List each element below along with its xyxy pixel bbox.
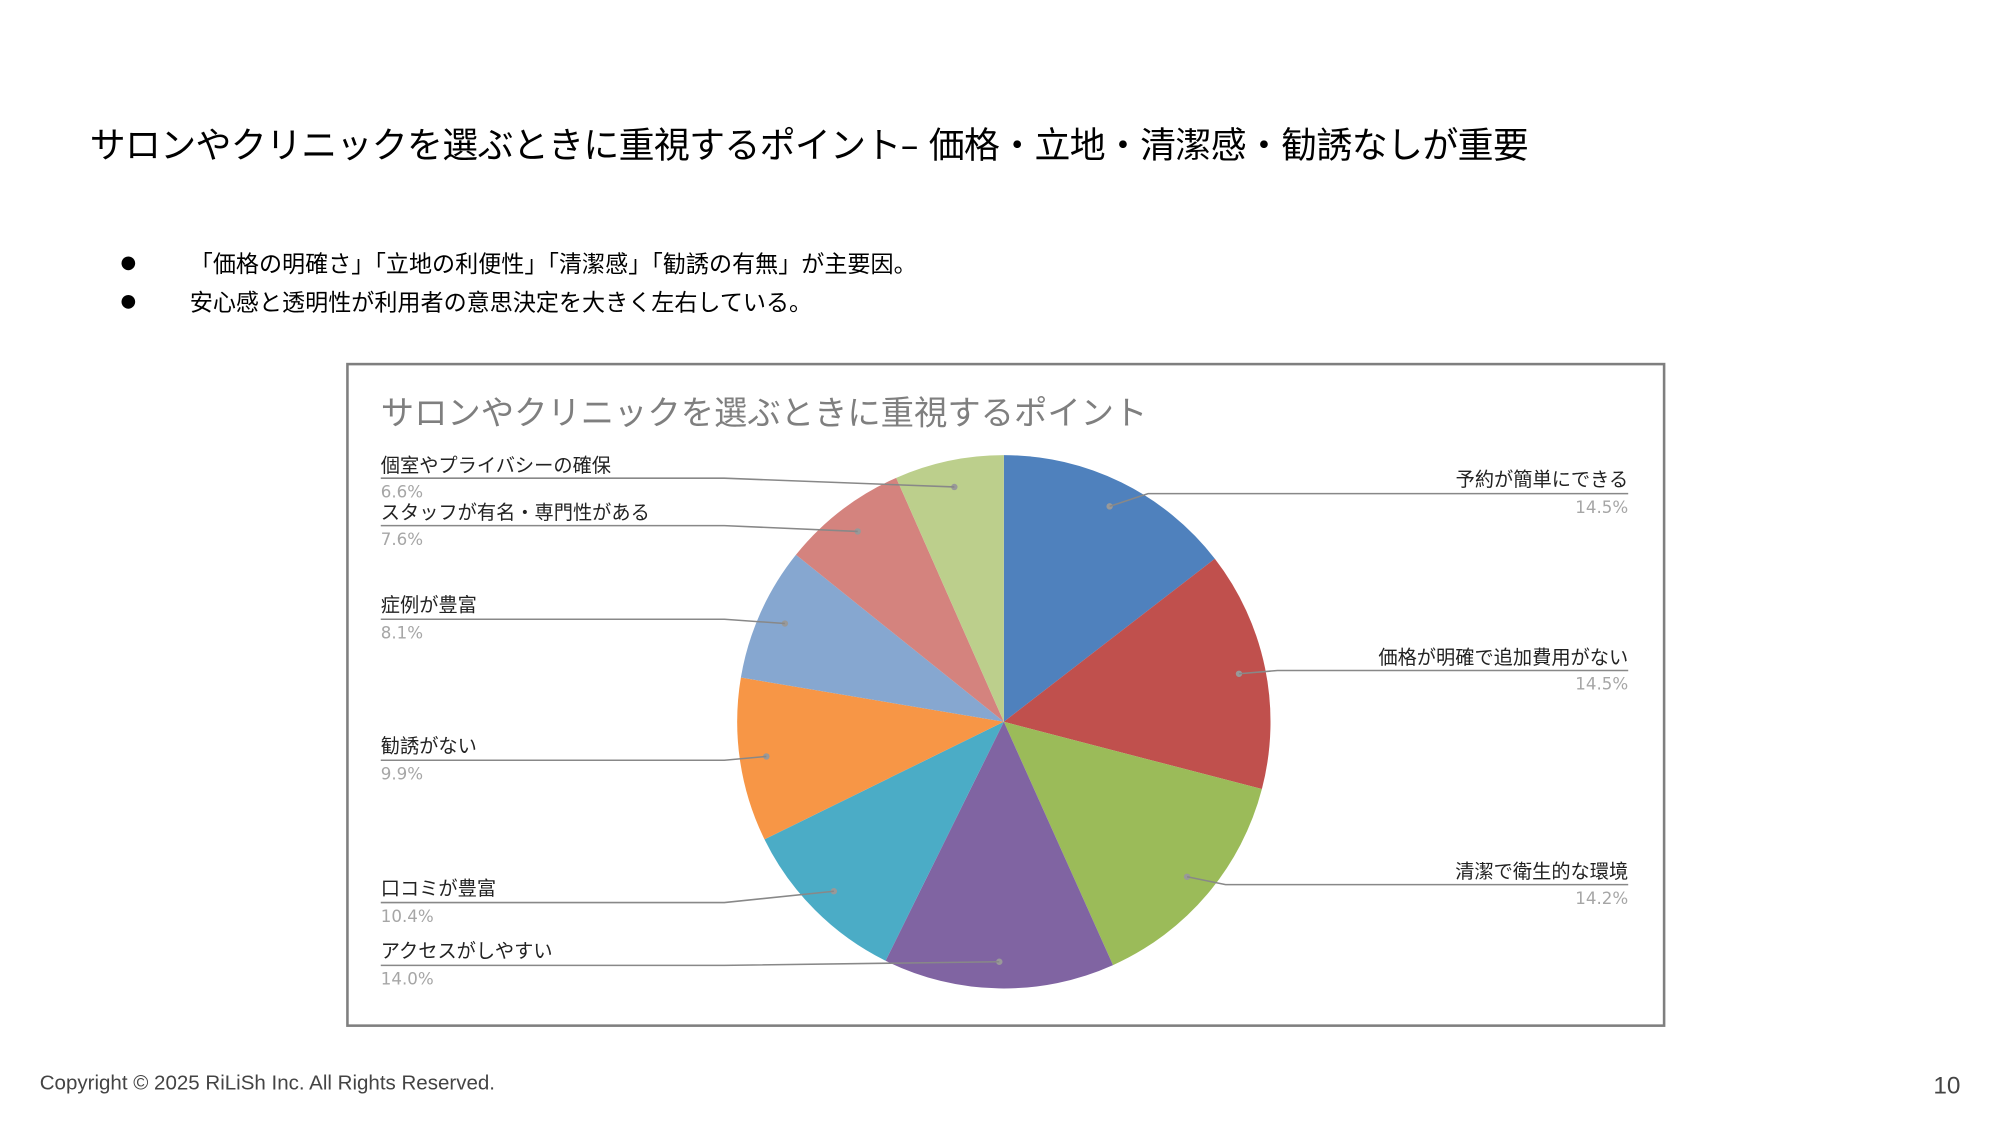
pie-slice [740,554,1004,722]
leader-line [380,960,1000,967]
leader-line [380,755,767,762]
pie-slice [1003,455,1215,722]
data-label: 口コミが豊富 [381,877,496,900]
data-value-label: 9.9% [381,764,423,783]
data-label: 症例が豊富 [381,594,477,617]
bullet-dot: ● [120,291,137,312]
data-value-label: 14.5% [1575,498,1628,517]
leader-line [1186,876,1629,886]
data-label: 個室やプライバシーの確保 [381,454,611,477]
leader-line [1238,669,1629,675]
bullet-text: 「価格の明確さ」「立地の利便性」「清潔感」「勧誘の有無」が主要因。 [189,251,917,279]
pie-slice [795,477,1004,722]
data-label: 清潔で衛生的な環境 [1455,860,1628,883]
data-label: 予約が簡単にできる [1456,468,1629,491]
pie-slice [885,721,1114,989]
data-value-label: 6.6% [381,482,423,501]
data-value-label: 14.0% [381,970,434,989]
data-label: 勧誘がない [381,735,477,758]
leader-line [380,618,785,625]
leader-line [380,890,834,904]
leader-line [380,477,955,488]
pie-slice [764,721,1004,961]
leader-dot [1235,670,1243,677]
data-value-label: 14.2% [1575,889,1628,908]
copyright-footer: Copyright © 2025 RiLiSh Inc. All Rights … [39,1073,495,1095]
pie-slice [896,455,1004,722]
bullet-item: ● 安心感と透明性が利用者の意思決定を大きく左右している。 [121,282,917,320]
pie-slice [1003,558,1271,790]
page-number: 10 [1933,1073,1961,1100]
data-label: スタッフが有名・専門性がある [381,501,650,524]
bullet-text: 安心感と透明性が利用者の意思決定を大きく左右している。 [189,289,813,317]
data-label: アクセスがしやすい [381,940,553,963]
leader-line [1109,492,1629,508]
chart-title: サロンやクリニックを選ぶときに重視するポイント [381,393,1148,432]
bullet-list: ● 「価格の明確さ」「立地の利便性」「清潔感」「勧誘の有無」が主要因。 ● 安心… [121,244,917,321]
pie-slice [1003,721,1262,966]
leader-line [380,524,858,533]
data-value-label: 14.5% [1575,675,1628,694]
data-value-label: 7.6% [381,530,423,549]
data-value-label: 8.1% [381,623,423,642]
slide-title: サロンやクリニックを選ぶときに重視するポイント– 価格・立地・清潔感・勧誘なしが… [89,124,1529,167]
pie-slice [737,677,1004,840]
bullet-dot: ● [120,252,137,274]
leader-dot [996,958,1003,965]
data-value-label: 10.4% [381,907,434,926]
data-label: 価格が明確で追加費用がない [1378,646,1628,669]
bullet-item: ● 「価格の明確さ」「立地の利便性」「清潔感」「勧誘の有無」が主要因。 [121,244,917,282]
